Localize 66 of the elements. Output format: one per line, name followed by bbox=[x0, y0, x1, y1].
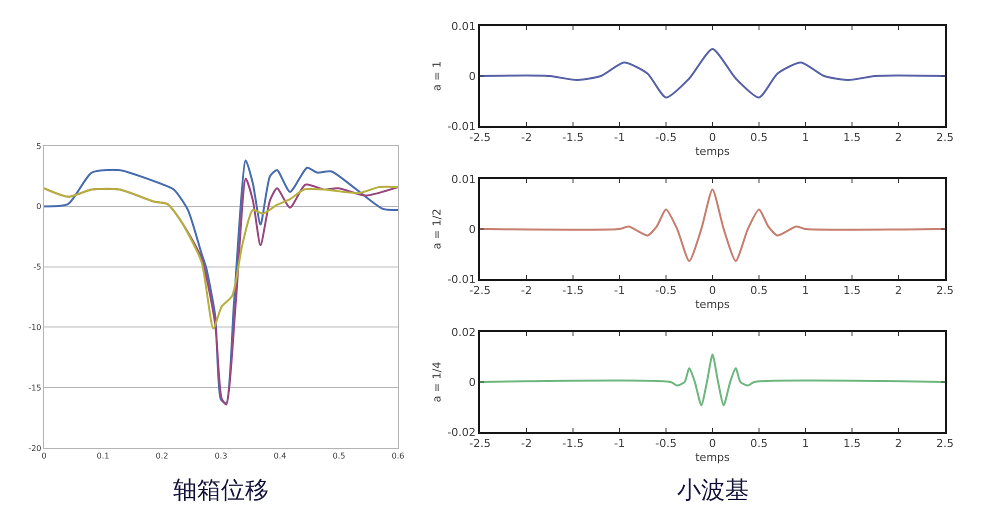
x-tick-label: 2.5 bbox=[936, 284, 954, 298]
x-tick-label: -2 bbox=[521, 437, 532, 450]
line-series bbox=[480, 48, 945, 98]
y-tick-label: -0.02 bbox=[447, 426, 476, 439]
x-tick-label: -1.5 bbox=[562, 284, 584, 298]
y-tick-label: -0.01 bbox=[447, 272, 476, 286]
x-tick-label: 1 bbox=[802, 284, 809, 298]
x-tick-label: -2 bbox=[521, 131, 532, 144]
y-tick-label: -10 bbox=[28, 323, 42, 332]
x-tick-label: -0.5 bbox=[655, 437, 677, 450]
y-tick-label: 0.02 bbox=[451, 326, 476, 339]
y-tick-label: 5 bbox=[36, 142, 42, 151]
x-tick-label: 0.5 bbox=[750, 131, 768, 144]
x-tick-label: 0.6 bbox=[392, 452, 404, 461]
y-tick-label: 0.01 bbox=[451, 172, 476, 186]
x-tick-label: 1 bbox=[802, 437, 809, 450]
x-tick-label: -1 bbox=[614, 284, 625, 298]
y-tick-label: -20 bbox=[28, 444, 42, 453]
x-tick-label: -2.5 bbox=[469, 284, 491, 298]
x-tick-label: 2.5 bbox=[936, 437, 954, 450]
x-tick-label: 1.5 bbox=[843, 437, 861, 450]
x-tick-label: 0.4 bbox=[274, 452, 286, 461]
x-tick-label: 0 bbox=[709, 131, 716, 144]
x-tick-label: 0 bbox=[709, 437, 716, 450]
y-axis-title: a = 1/4 bbox=[430, 362, 444, 402]
x-tick-label: -1.5 bbox=[562, 131, 584, 144]
x-tick-label: -1 bbox=[614, 437, 625, 450]
y-tick-label: 0 bbox=[468, 70, 476, 83]
y-tick-label: 0 bbox=[468, 376, 476, 389]
y-axis-title: a = 1/2 bbox=[430, 208, 444, 250]
y-tick-label: -15 bbox=[28, 383, 42, 392]
x-tick-label: 1.5 bbox=[843, 131, 861, 144]
line-series bbox=[480, 188, 945, 262]
text: 小波基 bbox=[677, 476, 749, 504]
x-tick-label: 0.2 bbox=[156, 452, 168, 461]
x-tick-label: 1 bbox=[802, 131, 809, 144]
y-tick-label: 0 bbox=[468, 222, 476, 236]
x-tick-label: 0.1 bbox=[96, 452, 110, 461]
x-tick-label: 2 bbox=[895, 131, 902, 144]
y-tick-label: 0.01 bbox=[451, 20, 476, 33]
x-tick-label: -1 bbox=[614, 131, 625, 144]
y-axis-title: a = 1 bbox=[430, 61, 444, 91]
y-tick-label: 0 bbox=[36, 202, 42, 212]
x-tick-label: -2 bbox=[521, 284, 532, 298]
x-tick-label: 0.5 bbox=[750, 437, 768, 450]
x-tick-label: 0.5 bbox=[332, 452, 346, 461]
x-tick-label: -0.5 bbox=[655, 284, 677, 298]
x-tick-label: 0.5 bbox=[750, 284, 768, 298]
x-axis-title: temps bbox=[695, 144, 730, 158]
y-tick-label: -0.01 bbox=[447, 120, 476, 133]
x-tick-label: -2.5 bbox=[469, 437, 491, 450]
text: 轴箱位移 bbox=[173, 476, 269, 504]
x-tick-label: 1.5 bbox=[843, 284, 861, 298]
x-axis-title: temps bbox=[695, 450, 730, 464]
x-tick-label: 0.3 bbox=[214, 452, 228, 461]
x-tick-label: -0.5 bbox=[655, 131, 677, 144]
x-tick-label: 0 bbox=[709, 284, 716, 298]
y-tick-label: -5 bbox=[33, 262, 42, 272]
x-axis-title: temps bbox=[695, 298, 730, 311]
x-tick-label: 2 bbox=[895, 284, 902, 298]
x-tick-label: 2 bbox=[895, 437, 902, 450]
x-tick-label: -1.5 bbox=[562, 437, 584, 450]
x-tick-label: -2.5 bbox=[469, 131, 491, 144]
line-series bbox=[44, 186, 398, 330]
x-tick-label: 2.5 bbox=[936, 131, 954, 144]
line-series bbox=[480, 354, 945, 406]
